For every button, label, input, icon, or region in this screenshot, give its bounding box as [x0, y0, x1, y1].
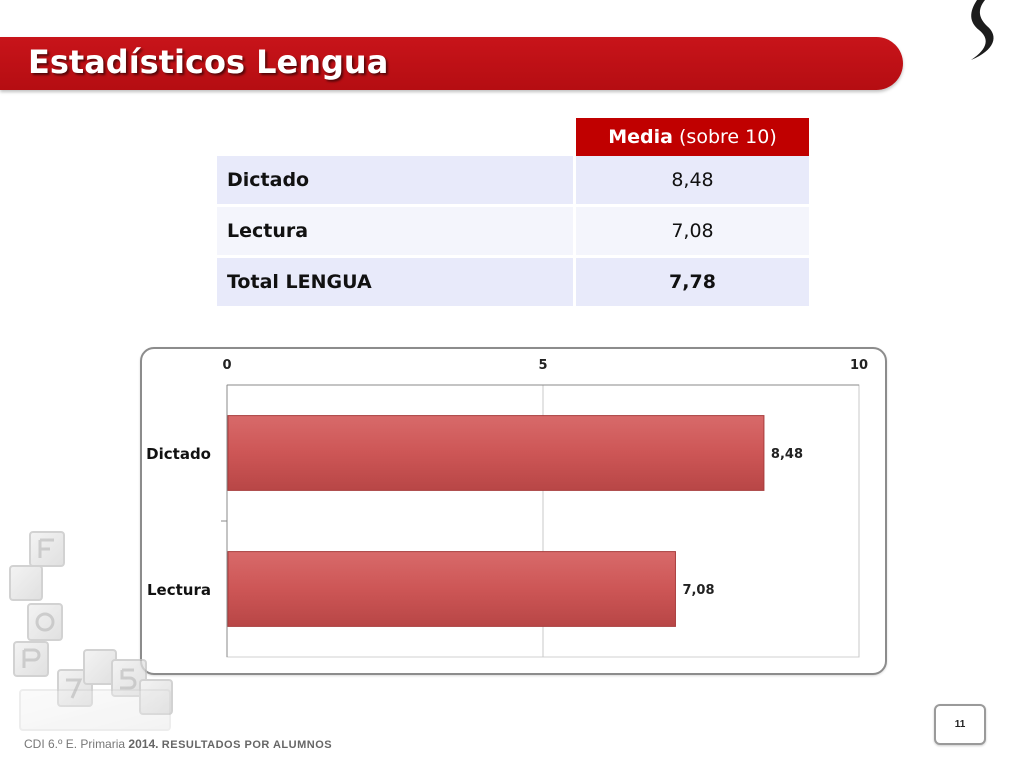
table-row: Lectura 7,08 — [217, 207, 809, 258]
alphabet-blocks-icon — [9, 531, 173, 731]
row-label-dictado: Dictado — [217, 156, 576, 207]
footer-caption: RESULTADOS POR ALUMNOS — [161, 739, 333, 751]
y-tick-label: Lectura — [147, 581, 211, 599]
data-label: 7,08 — [682, 583, 714, 598]
table-row: Total LENGUA 7,78 — [217, 258, 809, 309]
footer-prefix: CDI 6.º E. Primaria — [24, 737, 126, 751]
x-tick-label: 5 — [538, 358, 547, 373]
chart-frame: 0 5 10 Dictado 8,48 Lectura 7,08 — [140, 347, 887, 675]
header-media-label: Media — [608, 126, 673, 148]
bar-chart: 0 5 10 Dictado 8,48 Lectura 7,08 — [146, 358, 868, 658]
stats-table: Media (sobre 10) Dictado 8,48 Lectura 7,… — [217, 118, 809, 309]
y-tick-label: Dictado — [146, 445, 211, 463]
x-tick-label: 0 — [222, 358, 231, 373]
page-number-box: 11 — [934, 704, 986, 745]
footer: CDI 6.º E. Primaria 2014. RESULTADOS POR… — [24, 737, 332, 751]
table-header-row: Media (sobre 10) — [217, 118, 809, 156]
table-header-media: Media (sobre 10) — [576, 118, 809, 156]
data-label: 8,48 — [771, 447, 803, 462]
title-banner: Estadísticos Lengua — [0, 37, 903, 90]
table-row: Dictado 8,48 — [217, 156, 809, 207]
header-scale-label: (sobre 10) — [672, 126, 777, 148]
row-label-lectura: Lectura — [217, 207, 576, 258]
row-value-lectura: 7,08 — [576, 207, 809, 258]
slide-title: Estadísticos Lengua — [28, 43, 389, 81]
page-number: 11 — [954, 719, 966, 730]
row-value-dictado: 8,48 — [576, 156, 809, 207]
bar-dictado — [227, 415, 765, 491]
table-header-empty — [217, 118, 576, 156]
row-label-total: Total LENGUA — [217, 258, 576, 309]
row-value-total: 7,78 — [576, 258, 809, 309]
bar-lectura — [227, 551, 676, 627]
decorative-swash-icon — [971, 0, 994, 60]
x-tick-label: 10 — [850, 358, 868, 373]
footer-year: 2014. — [128, 737, 159, 751]
